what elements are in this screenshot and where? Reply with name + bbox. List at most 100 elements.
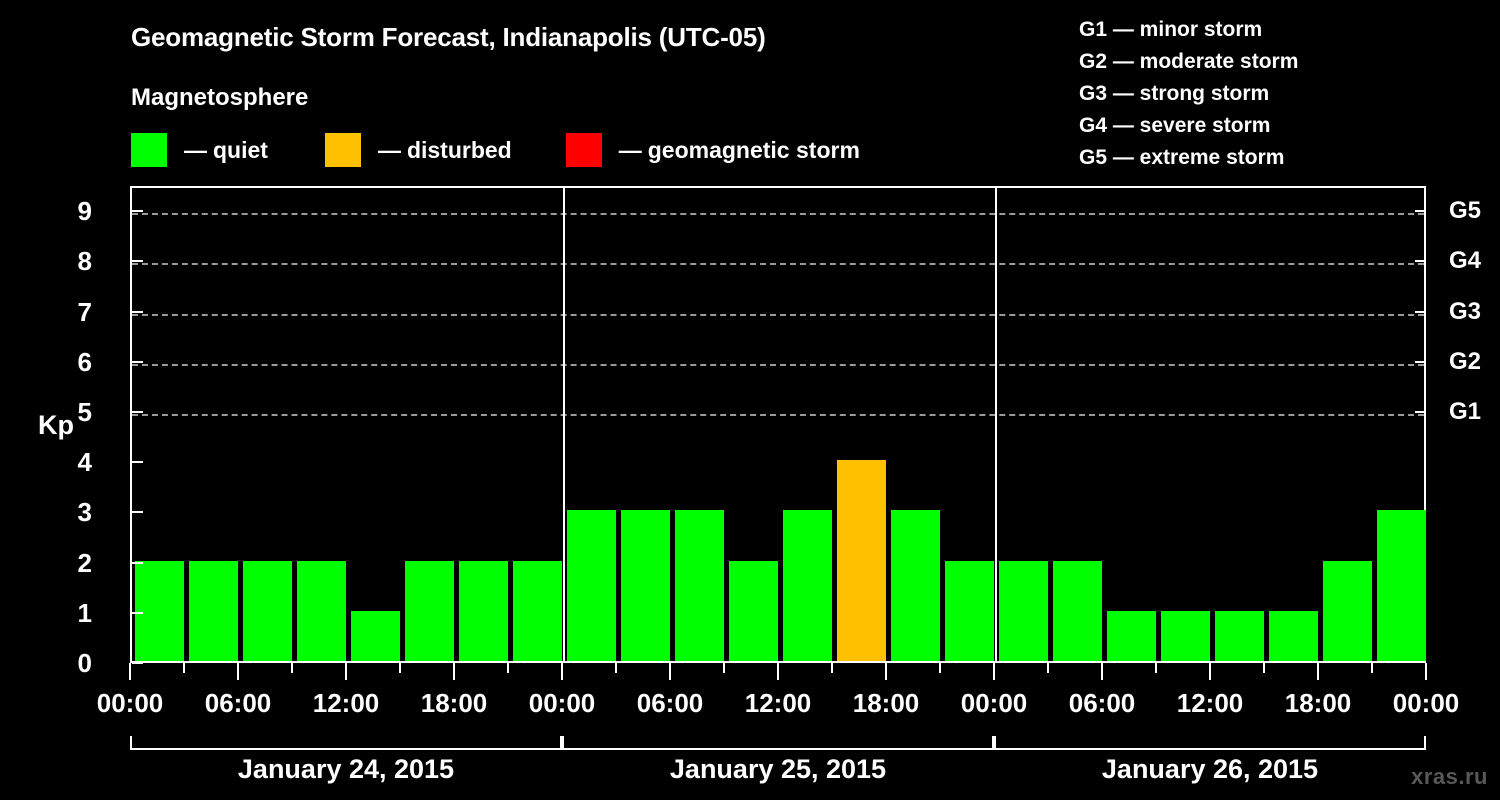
g-tick-mark bbox=[1415, 210, 1426, 213]
y-tick-mark bbox=[132, 511, 143, 514]
bar bbox=[566, 510, 616, 661]
bar bbox=[836, 460, 886, 661]
g-tick-mark bbox=[1415, 360, 1426, 363]
bar bbox=[1376, 510, 1426, 661]
day-bracket bbox=[130, 736, 562, 750]
bar bbox=[890, 510, 940, 661]
x-tick-label: 12:00 bbox=[1176, 688, 1244, 718]
gridline bbox=[132, 213, 1424, 216]
g-tick-mark bbox=[1415, 260, 1426, 263]
x-tick-major bbox=[1317, 663, 1319, 680]
legend-label-storm: geomagnetic storm bbox=[647, 136, 860, 163]
g-tick-mark bbox=[1415, 410, 1426, 413]
y-tick-label: 2 bbox=[77, 547, 92, 578]
watermark: xras.ru bbox=[1411, 764, 1488, 789]
x-tick-label: 12:00 bbox=[744, 688, 812, 718]
x-tick-major bbox=[129, 663, 131, 680]
color-swatch-quiet bbox=[131, 133, 167, 167]
g-scale-legend-row: G2 — moderate storm bbox=[1079, 50, 1299, 73]
legend-item-disturbed: — disturbed bbox=[324, 132, 512, 168]
x-tick-major bbox=[669, 663, 671, 680]
x-tick-label: 00:00 bbox=[528, 688, 596, 718]
bar bbox=[620, 510, 670, 661]
x-tick-label: 00:00 bbox=[1392, 688, 1460, 718]
y-axis-title: Kp bbox=[38, 410, 74, 440]
bar bbox=[1322, 560, 1372, 661]
x-tick-major bbox=[345, 663, 347, 680]
y-tick-mark bbox=[132, 360, 143, 363]
bar bbox=[188, 560, 238, 661]
day-label: January 24, 2015 bbox=[237, 754, 455, 784]
g-tick-label: G4 bbox=[1449, 247, 1482, 275]
bar bbox=[404, 560, 454, 661]
g-scale-legend-row: G4 — severe storm bbox=[1079, 114, 1271, 137]
bar bbox=[242, 560, 292, 661]
legend-dash: — bbox=[377, 136, 401, 163]
y-tick-mark bbox=[132, 260, 143, 263]
y-tick-mark bbox=[132, 310, 143, 313]
x-tick-major bbox=[453, 663, 455, 680]
x-tick-label: 00:00 bbox=[960, 688, 1028, 718]
x-tick-label: 18:00 bbox=[420, 688, 488, 718]
x-tick-label: 12:00 bbox=[312, 688, 380, 718]
y-tick-label: 5 bbox=[77, 396, 92, 427]
x-tick-minor bbox=[1371, 663, 1373, 673]
g-tick-mark bbox=[1415, 310, 1426, 313]
gridline bbox=[132, 363, 1424, 366]
y-tick-label: 1 bbox=[77, 597, 92, 628]
color-swatch-storm bbox=[565, 133, 602, 167]
x-tick-major bbox=[993, 663, 995, 680]
x-tick-minor bbox=[1263, 663, 1265, 673]
bar bbox=[998, 560, 1048, 661]
legend-dash: — bbox=[184, 136, 207, 163]
day-bracket bbox=[562, 736, 994, 750]
plot-inner bbox=[132, 188, 1426, 661]
page-title: Geomagnetic Storm Forecast, Indianapolis… bbox=[131, 22, 766, 52]
x-tick-label: 18:00 bbox=[852, 688, 920, 718]
legend-dash: — bbox=[618, 136, 642, 163]
color-swatch-disturbed bbox=[324, 133, 361, 167]
x-tick-label: 06:00 bbox=[636, 688, 704, 718]
y-tick-label: 6 bbox=[77, 346, 92, 377]
legend-item-storm: — geomagnetic storm bbox=[565, 132, 860, 168]
g-scale-legend: G1 — minor storm G2 — moderate storm G3 … bbox=[1079, 14, 1298, 174]
plot-area bbox=[130, 186, 1426, 663]
bar bbox=[350, 610, 400, 661]
x-tick-major bbox=[237, 663, 239, 680]
y-tick-label: 3 bbox=[77, 497, 92, 528]
bar bbox=[134, 560, 184, 661]
day-bracket bbox=[994, 736, 1426, 750]
x-tick-minor bbox=[615, 663, 617, 673]
gridline bbox=[132, 413, 1424, 416]
g-tick-label: G5 bbox=[1449, 197, 1482, 225]
y-tick-mark bbox=[132, 662, 143, 664]
legend-label-quiet: quiet bbox=[213, 136, 268, 163]
magnetosphere-legend: — quiet — disturbed — geomagnetic storm bbox=[131, 132, 860, 168]
g-scale-legend-row: G5 — extreme storm bbox=[1079, 146, 1285, 169]
y-tick-label: 4 bbox=[77, 447, 92, 478]
g-scale-legend-row: G3 — strong storm bbox=[1079, 82, 1270, 105]
x-tick-major bbox=[1101, 663, 1103, 680]
legend-label-disturbed: disturbed bbox=[406, 136, 512, 163]
x-tick-minor bbox=[507, 663, 509, 673]
g-tick-label: G1 bbox=[1449, 397, 1482, 425]
y-tick-label: 8 bbox=[77, 246, 92, 277]
bar bbox=[458, 560, 508, 661]
bar bbox=[728, 560, 778, 661]
x-tick-major bbox=[885, 663, 887, 680]
x-tick-label: 06:00 bbox=[204, 688, 272, 718]
day-label: January 26, 2015 bbox=[1101, 754, 1319, 784]
g-tick-label: G3 bbox=[1449, 297, 1482, 325]
y-tick-label: 7 bbox=[77, 296, 92, 327]
x-tick-minor bbox=[939, 663, 941, 673]
x-tick-major bbox=[1209, 663, 1211, 680]
x-tick-minor bbox=[723, 663, 725, 673]
x-tick-minor bbox=[831, 663, 833, 673]
x-tick-minor bbox=[399, 663, 401, 673]
day-divider bbox=[995, 188, 997, 661]
y-tick-mark bbox=[132, 461, 143, 464]
gridline bbox=[132, 263, 1424, 266]
x-tick-minor bbox=[183, 663, 185, 673]
bar bbox=[1214, 610, 1264, 661]
bar bbox=[1106, 610, 1156, 661]
